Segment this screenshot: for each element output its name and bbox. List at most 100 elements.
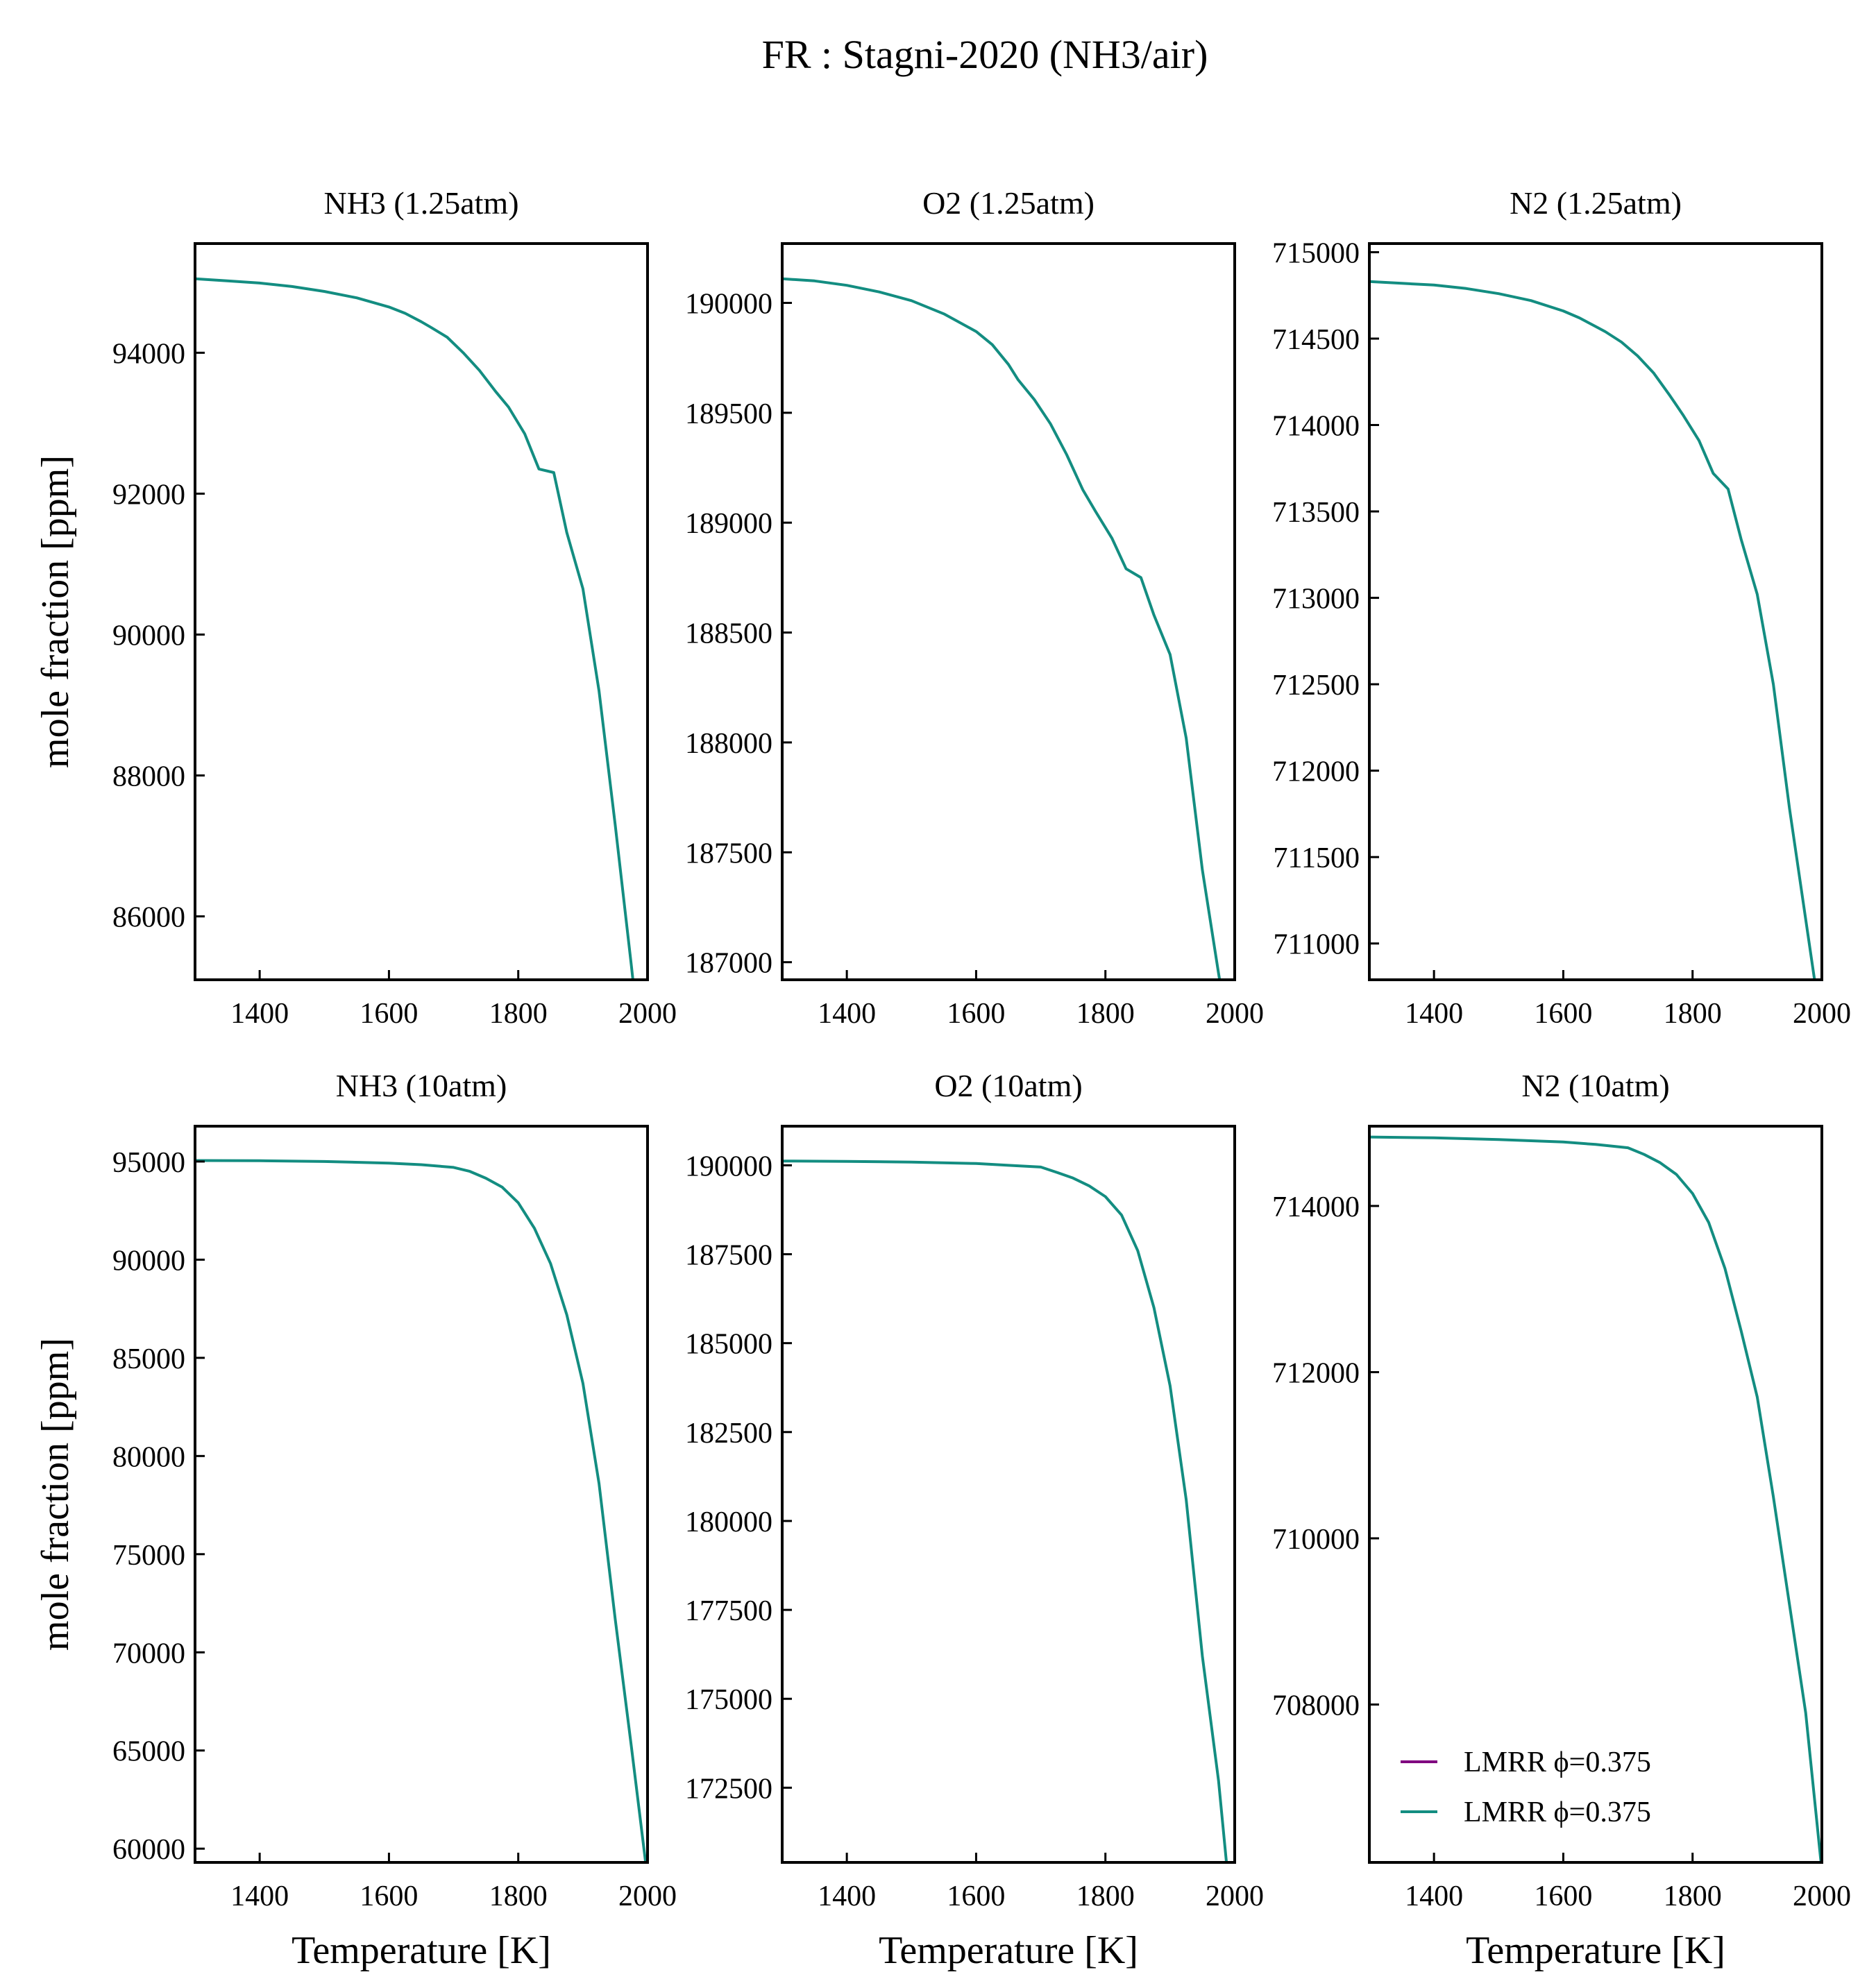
y-axis-label-nh3-1-25atm: mole fraction [ppm]	[34, 455, 77, 768]
y-tick-label-n2-10atm-3: 714000	[1272, 1191, 1360, 1223]
y-tick-label-o2-10atm-0: 172500	[685, 1773, 772, 1805]
y-tick-label-o2-1-25atm-2: 188000	[685, 728, 772, 760]
x-tick-label-nh3-1-25atm-1: 1600	[360, 998, 418, 1030]
series-line-o2-10atm-0	[782, 1159, 1228, 1862]
y-tick-label-o2-1-25atm-3: 188500	[685, 618, 772, 650]
x-axis-label-n2-10atm: Temperature [K]	[1466, 1929, 1725, 1972]
panel-o2-10atm: 1400 1600 1800 2000 172500 175000 177500 180000…	[685, 1068, 1264, 1972]
y-tick-label-nh3-10atm-1: 65000	[112, 1736, 185, 1768]
y-tick-label-o2-10atm-7: 190000	[685, 1150, 772, 1182]
x-axis-label-o2-10atm: Temperature [K]	[879, 1929, 1138, 1972]
x-tick-label-n2-10atm-3: 2000	[1793, 1880, 1851, 1912]
x-tick-label-o2-1-25atm-2: 1800	[1076, 998, 1135, 1030]
x-tick-label-n2-10atm-1: 1600	[1534, 1880, 1592, 1912]
y-tick-label-n2-1-25atm-4: 713000	[1272, 584, 1360, 615]
x-tick-label-n2-10atm-0: 1400	[1405, 1880, 1463, 1912]
x-tick-label-o2-10atm-1: 1600	[947, 1880, 1005, 1912]
legend-label-1: LMRR ϕ=0.375	[1464, 1796, 1651, 1828]
y-tick-label-o2-1-25atm-6: 190000	[685, 289, 772, 321]
plot-area-nh3-10atm	[194, 1125, 649, 1864]
y-tick-label-n2-1-25atm-2: 712000	[1272, 756, 1360, 788]
plot-area-o2-10atm	[781, 1125, 1236, 1864]
panel-o2-1-25atm: 1400 1600 1800 2000 187000 187500 188000 188500…	[685, 185, 1264, 1030]
y-tick-label-nh3-10atm-6: 90000	[112, 1245, 185, 1277]
series-line-o2-1-25atm-0	[782, 277, 1222, 980]
y-tick-label-o2-10atm-1: 175000	[685, 1684, 772, 1716]
y-tick-label-nh3-10atm-3: 75000	[112, 1540, 185, 1572]
x-tick-label-o2-1-25atm-0: 1400	[818, 998, 876, 1030]
y-tick-label-nh3-10atm-4: 80000	[112, 1441, 185, 1473]
x-tick-label-nh3-10atm-0: 1400	[230, 1880, 289, 1912]
x-tick-label-nh3-10atm-2: 1800	[489, 1880, 548, 1912]
y-tick-label-n2-10atm-0: 708000	[1272, 1690, 1360, 1722]
x-tick-label-nh3-1-25atm-3: 2000	[618, 998, 677, 1030]
panels: 1400 1600 1800 2000 86000 88000 90000 92000 9400…	[34, 185, 1851, 1972]
y-tick-label-o2-1-25atm-5: 189500	[685, 398, 772, 430]
y-tick-label-o2-10atm-6: 187500	[685, 1240, 772, 1272]
y-tick-label-o2-10atm-2: 177500	[685, 1595, 772, 1627]
y-tick-label-n2-10atm-2: 712000	[1272, 1357, 1360, 1389]
y-tick-label-nh3-1-25atm-0: 86000	[112, 902, 185, 934]
y-tick-label-nh3-1-25atm-4: 94000	[112, 338, 185, 370]
y-tick-label-nh3-1-25atm-1: 88000	[112, 761, 185, 793]
x-tick-label-o2-1-25atm-3: 2000	[1206, 998, 1264, 1030]
y-tick-label-o2-1-25atm-4: 189000	[685, 508, 772, 540]
panel-n2-10atm: 1400 1600 1800 2000 708000 710000 712000 714000…	[1272, 1068, 1851, 1972]
y-tick-label-nh3-1-25atm-3: 92000	[112, 479, 185, 511]
x-tick-label-o2-1-25atm-1: 1600	[947, 998, 1005, 1030]
x-tick-label-n2-10atm-2: 1800	[1664, 1880, 1722, 1912]
y-tick-label-nh3-10atm-7: 95000	[112, 1147, 185, 1179]
x-tick-label-nh3-10atm-1: 1600	[360, 1880, 418, 1912]
y-tick-label-n2-1-25atm-3: 712500	[1272, 670, 1360, 702]
x-tick-label-o2-10atm-0: 1400	[818, 1880, 876, 1912]
x-tick-label-o2-10atm-2: 1800	[1076, 1880, 1135, 1912]
x-tick-label-n2-1-25atm-1: 1600	[1534, 998, 1592, 1030]
legend-label-0: LMRR ϕ=0.375	[1464, 1747, 1651, 1778]
x-axis-label-nh3-10atm: Temperature [K]	[291, 1929, 551, 1972]
y-tick-label-o2-10atm-5: 185000	[685, 1329, 772, 1361]
x-tick-label-nh3-10atm-3: 2000	[618, 1880, 677, 1912]
panel-title-n2-10atm: N2 (10atm)	[1521, 1068, 1669, 1103]
x-tick-label-nh3-1-25atm-0: 1400	[230, 998, 289, 1030]
series-line-nh3-10atm-0	[195, 1159, 648, 1862]
y-tick-label-o2-10atm-3: 180000	[685, 1506, 772, 1538]
y-tick-label-n2-1-25atm-6: 714000	[1272, 411, 1360, 443]
panel-nh3-1-25atm: 1400 1600 1800 2000 86000 88000 90000 92000 9400…	[34, 185, 677, 1030]
x-tick-label-nh3-1-25atm-2: 1800	[489, 998, 548, 1030]
y-tick-label-o2-1-25atm-0: 187000	[685, 948, 772, 980]
figure-title: FR : Stagni-2020 (NH3/air)	[762, 32, 1208, 77]
y-tick-label-n2-1-25atm-8: 715000	[1272, 237, 1360, 269]
panel-title-o2-10atm: O2 (10atm)	[934, 1068, 1082, 1103]
y-tick-label-n2-1-25atm-1: 711500	[1274, 842, 1360, 874]
panel-title-nh3-1-25atm: NH3 (1.25atm)	[323, 185, 518, 221]
y-tick-label-nh3-10atm-5: 85000	[112, 1343, 185, 1375]
y-tick-label-n2-1-25atm-7: 714500	[1272, 324, 1360, 356]
y-tick-label-n2-1-25atm-0: 711000	[1274, 929, 1360, 961]
y-tick-label-n2-1-25atm-5: 713500	[1272, 497, 1360, 529]
y-tick-label-o2-1-25atm-1: 187500	[685, 838, 772, 869]
plot-area-nh3-1-25atm	[194, 242, 649, 981]
y-tick-label-o2-10atm-4: 182500	[685, 1418, 772, 1450]
series-line-n2-10atm-0	[1369, 1135, 1822, 1862]
plot-area-o2-1-25atm	[781, 242, 1236, 981]
panel-n2-1-25atm: 1400 1600 1800 2000 711000 711500 712000 712500…	[1272, 185, 1851, 1030]
x-tick-label-n2-1-25atm-0: 1400	[1405, 998, 1463, 1030]
y-tick-label-nh3-10atm-2: 70000	[112, 1638, 185, 1670]
x-tick-label-n2-1-25atm-2: 1800	[1664, 998, 1722, 1030]
y-tick-label-nh3-1-25atm-2: 90000	[112, 620, 185, 652]
series-line-n2-1-25atm-0	[1369, 280, 1816, 980]
panel-nh3-10atm: 1400 1600 1800 2000 60000 65000 70000 75000 8000…	[34, 1068, 677, 1972]
legend: LMRR ϕ=0.375 LMRR ϕ=0.375	[1401, 1747, 1651, 1828]
plot-area-n2-1-25atm	[1368, 242, 1823, 981]
x-tick-label-o2-10atm-3: 2000	[1206, 1880, 1264, 1912]
panel-title-nh3-10atm: NH3 (10atm)	[336, 1068, 507, 1103]
x-tick-label-n2-1-25atm-3: 2000	[1793, 998, 1851, 1030]
panel-title-n2-1-25atm: N2 (1.25atm)	[1510, 185, 1682, 221]
y-tick-label-nh3-10atm-0: 60000	[112, 1834, 185, 1866]
y-axis-label-nh3-10atm: mole fraction [ppm]	[34, 1338, 77, 1651]
y-tick-label-n2-10atm-1: 710000	[1272, 1524, 1360, 1556]
panel-title-o2-1-25atm: O2 (1.25atm)	[922, 185, 1095, 221]
plot-area-n2-10atm	[1368, 1125, 1823, 1864]
